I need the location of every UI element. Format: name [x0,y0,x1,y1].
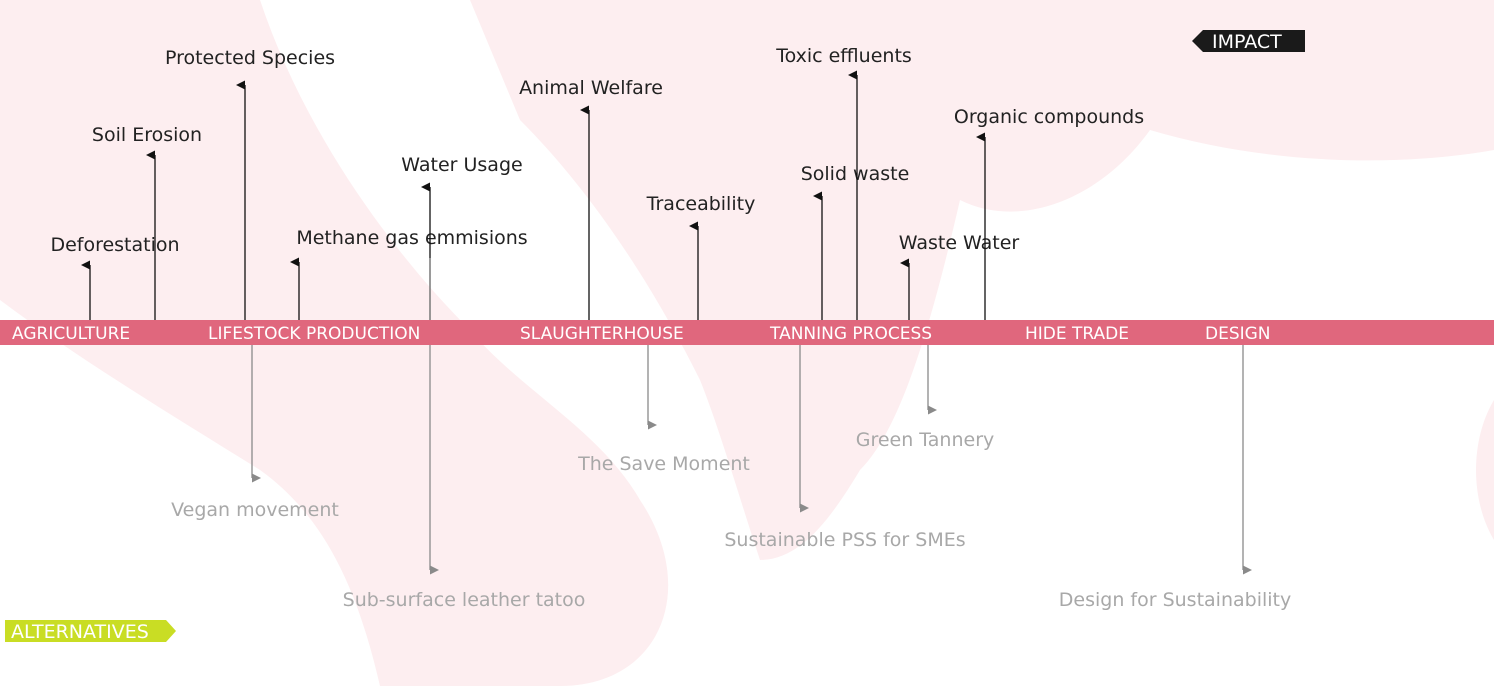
legend-label: ALTERNATIVES [11,621,149,643]
process-band [0,320,1494,345]
impact-label: Protected Species [165,47,335,69]
alternative-label: Design for Sustainability [1059,589,1291,611]
impact-label: Deforestation [50,234,179,256]
impact-label: Waste Water [899,232,1020,254]
alternative-label: Green Tannery [856,429,995,451]
impact-label: Organic compounds [954,106,1144,128]
impact-label: Soil Erosion [92,124,202,146]
stage-label: HIDE TRADE [1025,324,1129,344]
alternative-label: Vegan movement [171,499,339,521]
stage-label: DESIGN [1205,324,1271,344]
impact-label: Solid waste [801,163,910,185]
impact-label: Methane gas emmisions [296,227,527,249]
stage-label: AGRICULTURE [12,324,130,344]
stage-label: TANNING PROCESS [769,324,932,344]
legend-label: IMPACT [1212,31,1282,53]
alternatives-legend: ALTERNATIVES [5,620,176,643]
impact-legend: IMPACT [1192,30,1305,53]
impact-label: Water Usage [401,154,522,176]
impact-label: Toxic effluents [775,45,912,67]
impact-label: Animal Welfare [519,77,663,99]
alternative-label: Sustainable PSS for SMEs [724,529,965,551]
impact-label: Traceability [646,193,756,215]
alternative-label: Sub-surface leather tatoo [343,589,586,611]
stage-label: LIFESTOCK PRODUCTION [208,324,420,344]
stage-label: SLAUGHTERHOUSE [520,324,684,344]
alternative-label: The Save Moment [577,453,750,475]
